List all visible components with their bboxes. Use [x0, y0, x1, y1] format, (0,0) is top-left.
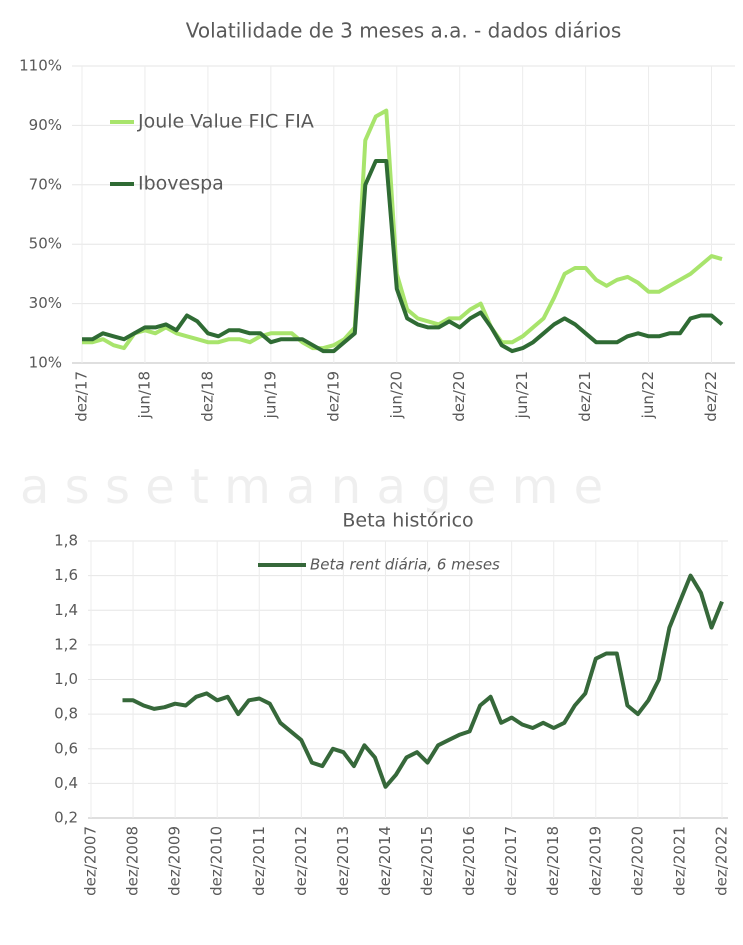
x-tick-label: dez/2012: [292, 826, 310, 896]
series-line: [122, 573, 724, 789]
x-tick-label: dez/2011: [250, 826, 268, 896]
y-tick-label: 0,8: [54, 705, 78, 723]
y-tick-label: 0,6: [54, 739, 78, 757]
x-tick-label: dez/18: [198, 371, 216, 422]
chart-title: Volatilidade de 3 meses a.a. - dados diá…: [186, 19, 622, 43]
series-line: [82, 159, 724, 354]
x-tick-label: jun/19: [261, 371, 279, 419]
legend-label: Beta rent diária, 6 meses: [310, 556, 500, 574]
y-tick-label: 30%: [29, 294, 62, 312]
y-tick-label: 110%: [19, 57, 62, 75]
chart-title: Beta histórico: [342, 510, 473, 532]
x-tick-label: dez/2015: [418, 826, 436, 896]
x-tick-label: dez/2010: [208, 826, 226, 896]
y-tick-label: 50%: [29, 235, 62, 253]
x-tick-label: dez/2018: [544, 826, 562, 896]
y-tick-label: 1,6: [54, 566, 78, 584]
y-tick-label: 0,4: [54, 774, 78, 792]
x-tick-label: dez/2017: [502, 826, 520, 896]
x-tick-label: dez/20: [450, 371, 468, 422]
y-tick-label: 10%: [29, 354, 62, 372]
y-tick-label: 1,4: [54, 601, 78, 619]
x-tick-label: dez/2008: [124, 826, 142, 896]
y-tick-label: 0,2: [54, 809, 78, 827]
x-tick-label: jun/18: [135, 371, 153, 419]
x-tick-label: dez/2009: [166, 826, 184, 896]
y-tick-label: 1,2: [54, 635, 78, 653]
x-tick-label: jun/22: [639, 371, 657, 419]
y-tick-label: 70%: [29, 175, 62, 193]
x-tick-label: dez/17: [73, 371, 91, 422]
x-tick-label: dez/2020: [628, 826, 646, 896]
x-tick-label: dez/21: [576, 371, 594, 422]
x-tick-label: dez/2013: [334, 826, 352, 896]
x-tick-label: jun/20: [387, 371, 405, 419]
x-tick-label: dez/2014: [376, 826, 394, 896]
x-tick-label: dez/22: [702, 371, 720, 422]
y-tick-label: 1,0: [54, 670, 78, 688]
legend-label: Joule Value FIC FIA: [137, 111, 314, 133]
y-tick-label: 90%: [29, 116, 62, 134]
x-tick-label: dez/2022: [713, 826, 731, 896]
watermark: a s s e t m a n a g e m e: [20, 459, 603, 515]
x-tick-label: dez/19: [324, 371, 342, 422]
x-tick-label: dez/2021: [670, 826, 688, 896]
x-tick-label: dez/2019: [586, 826, 604, 896]
legend-label: Ibovespa: [138, 173, 224, 195]
y-tick-label: 1,8: [54, 532, 78, 550]
x-tick-label: jun/21: [513, 371, 531, 419]
series-line: [82, 108, 723, 351]
x-tick-label: dez/2007: [82, 826, 100, 896]
x-tick-label: dez/2016: [460, 826, 478, 896]
